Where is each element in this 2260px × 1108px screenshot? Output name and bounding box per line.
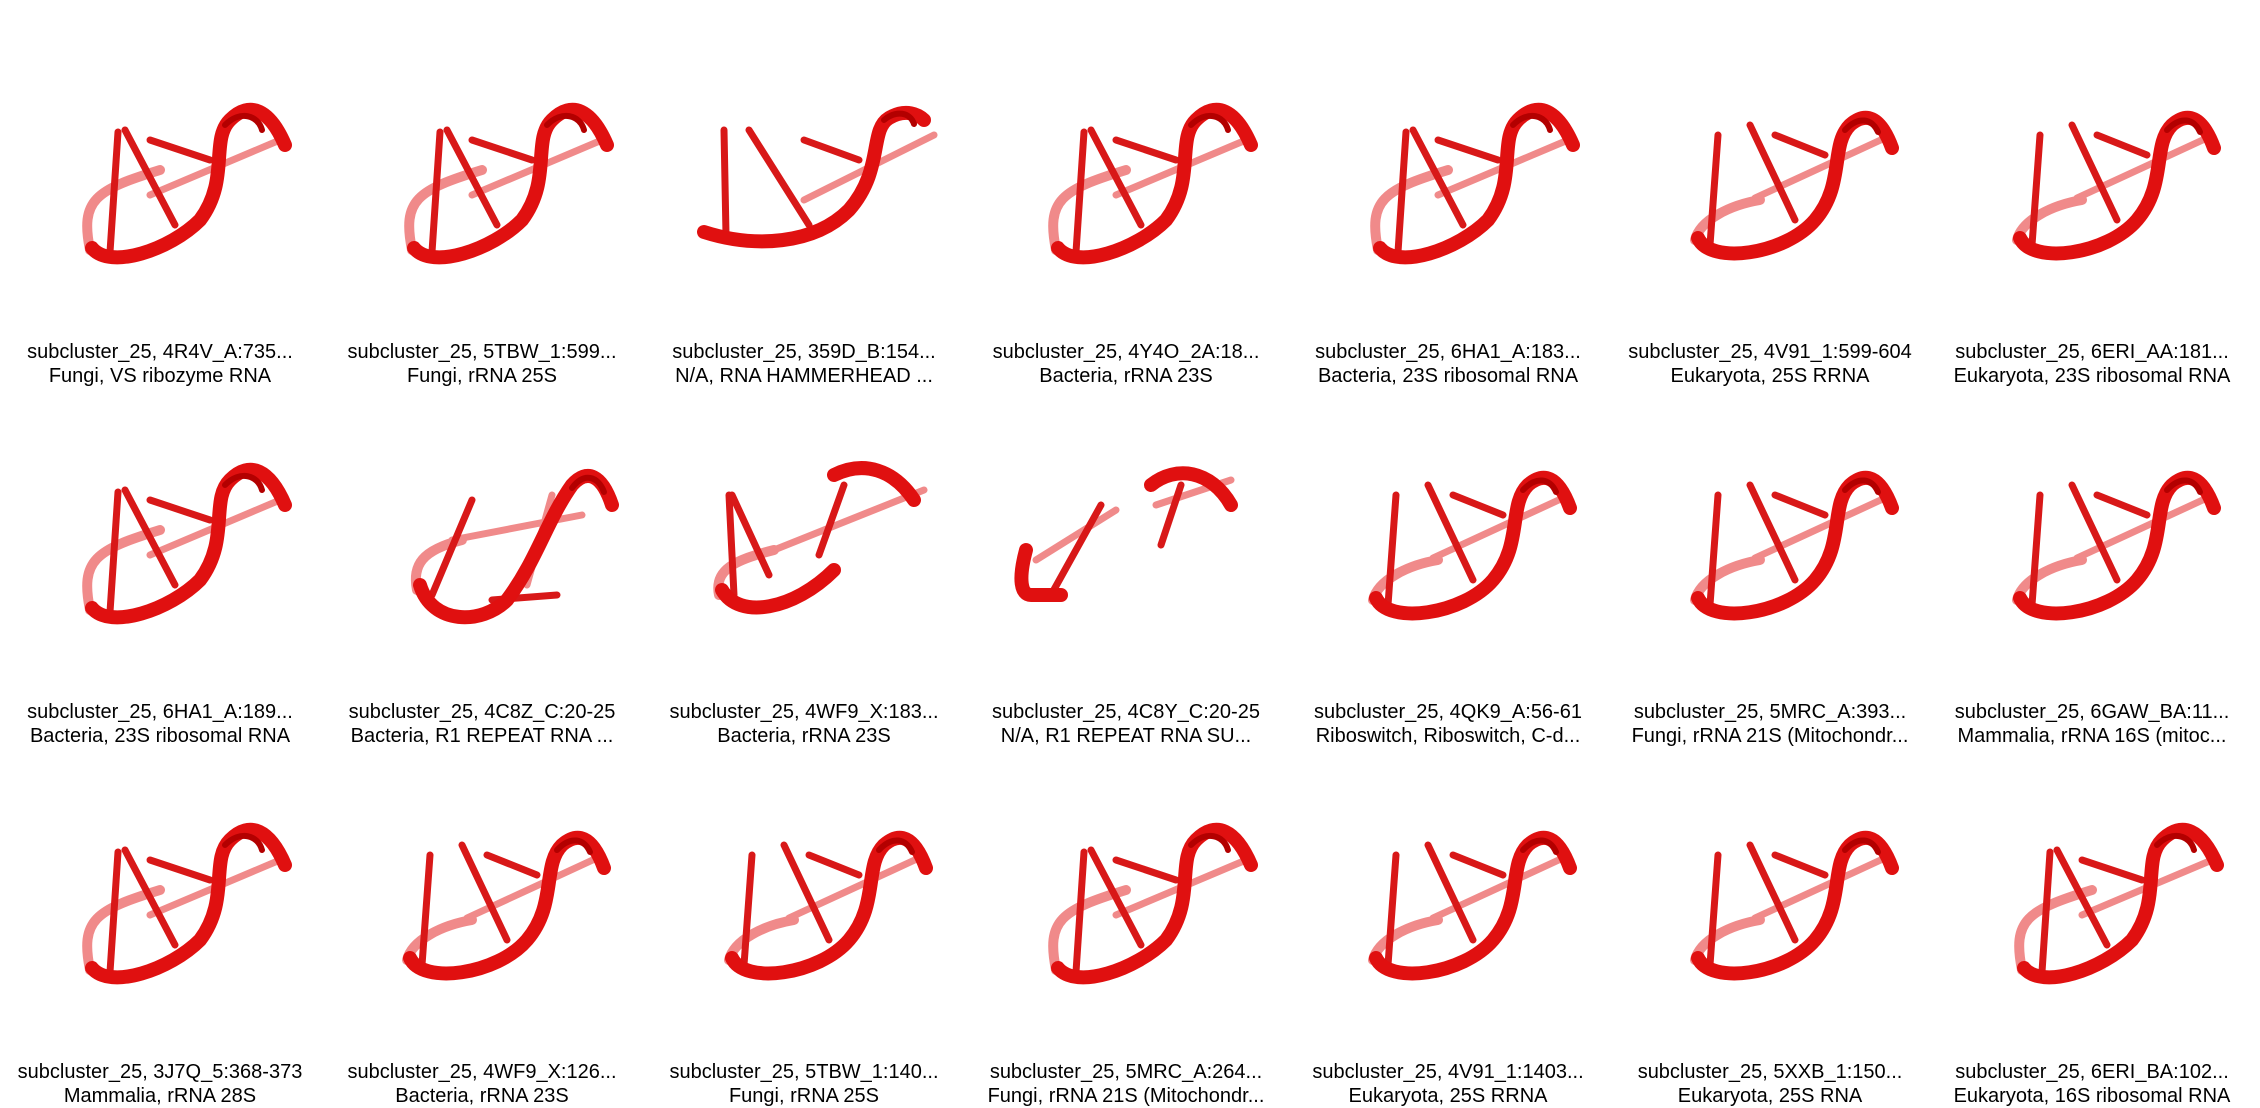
structure-title: subcluster_25, 6ERI_BA:102...: [1955, 1061, 2229, 1083]
structure-card: subcluster_25, 359D_B:154... N/A, RNA HAM…: [644, 20, 964, 387]
structure-title: subcluster_25, 3J7Q_5:368-373: [17, 1061, 303, 1083]
structure-card: subcluster_25, 6ERI_BA:102... Eukaryota, …: [1932, 740, 2252, 1107]
rna-helix-image: [1610, 380, 1930, 700]
structure-card: subcluster_25, 4V91_1:599-604 Eukaryota, …: [1610, 20, 1930, 387]
structure-card: subcluster_25, 4V91_1:1403... Eukaryota, …: [1288, 740, 1608, 1107]
structure-card: subcluster_25, 5XXB_1:150... Eukaryota, 2…: [1610, 740, 1930, 1107]
rna-helix-image: [1288, 380, 1608, 700]
rna-helix-image: [1932, 740, 2252, 1060]
structure-subtitle: Fungi, rRNA 25S: [406, 365, 558, 387]
structure-card: subcluster_25, 6HA1_A:183... Bacteria, 23…: [1288, 20, 1608, 387]
structure-subtitle: Eukaryota, 25S RNA: [1677, 1085, 1863, 1107]
structure-card: subcluster_25, 4C8Y_C:20-25 N/A, R1 REPEA…: [966, 380, 1286, 747]
rna-helix-image: [1610, 20, 1930, 340]
structure-subtitle: Eukaryota, 25S RRNA: [1348, 1085, 1548, 1107]
structure-title: subcluster_25, 4QK9_A:56-61: [1314, 701, 1582, 723]
structure-card: subcluster_25, 5TBW_1:599... Fungi, rRNA …: [322, 20, 642, 387]
rna-helix-image: [322, 380, 642, 700]
structure-title: subcluster_25, 5MRC_A:264...: [989, 1061, 1263, 1083]
rna-helix-image: [322, 20, 642, 340]
structure-subtitle: Fungi, rRNA 25S: [728, 1085, 880, 1107]
structure-subtitle: Fungi, VS ribozyme RNA: [48, 365, 272, 387]
structure-card: subcluster_25, 4QK9_A:56-61 Riboswitch, R…: [1288, 380, 1608, 747]
structure-subtitle: Riboswitch, Riboswitch, C-d...: [1315, 725, 1581, 747]
structure-title: subcluster_25, 6HA1_A:183...: [1315, 341, 1581, 363]
structure-card: subcluster_25, 4WF9_X:183... Bacteria, rR…: [644, 380, 964, 747]
structure-title: subcluster_25, 4WF9_X:183...: [669, 701, 939, 723]
rna-helix-image: [966, 20, 1286, 340]
rna-helix-image: [1288, 20, 1608, 340]
structure-subtitle: Fungi, rRNA 21S (Mitochondr...: [1631, 725, 1909, 747]
structure-card: subcluster_25, 5TBW_1:140... Fungi, rRNA …: [644, 740, 964, 1107]
structure-title: subcluster_25, 4WF9_X:126...: [347, 1061, 617, 1083]
structure-card: subcluster_25, 5MRC_A:264... Fungi, rRNA …: [966, 740, 1286, 1107]
structure-card: subcluster_25, 6ERI_AA:181... Eukaryota, …: [1932, 20, 2252, 387]
structure-title: subcluster_25, 6ERI_AA:181...: [1955, 341, 2229, 363]
structure-subtitle: Bacteria, R1 REPEAT RNA ...: [350, 725, 614, 747]
structure-title: subcluster_25, 5MRC_A:393...: [1633, 701, 1907, 723]
structure-subtitle: Bacteria, rRNA 23S: [1039, 365, 1213, 387]
structure-card: subcluster_25, 4C8Z_C:20-25 Bacteria, R1 …: [322, 380, 642, 747]
rna-helix-image: [0, 20, 320, 340]
rna-helix-image: [1610, 740, 1930, 1060]
structure-subtitle: Mammalia, rRNA 28S: [63, 1085, 257, 1107]
structure-card: subcluster_25, 4R4V_A:735... Fungi, VS ri…: [0, 20, 320, 387]
structure-card: subcluster_25, 4Y4O_2A:18... Bacteria, rR…: [966, 20, 1286, 387]
rna-helix-image: [644, 20, 964, 340]
rna-helix-image: [1288, 740, 1608, 1060]
structure-title: subcluster_25, 5TBW_1:599...: [347, 341, 617, 363]
structure-title: subcluster_25, 359D_B:154...: [672, 341, 936, 363]
structure-subtitle: Eukaryota, 25S RRNA: [1670, 365, 1870, 387]
structure-title: subcluster_25, 4C8Z_C:20-25: [348, 701, 616, 723]
structure-subtitle: Eukaryota, 23S ribosomal RNA: [1953, 365, 2231, 387]
structure-title: subcluster_25, 4R4V_A:735...: [27, 341, 293, 363]
structure-subtitle: Mammalia, rRNA 16S (mitoc...: [1957, 725, 2227, 747]
rna-helix-image: [1932, 20, 2252, 340]
structure-title: subcluster_25, 4V91_1:1403...: [1312, 1061, 1584, 1083]
structure-subtitle: Bacteria, rRNA 23S: [717, 725, 891, 747]
rna-helix-image: [966, 740, 1286, 1060]
rna-helix-image: [1932, 380, 2252, 700]
rna-helix-image: [322, 740, 642, 1060]
structure-card: subcluster_25, 3J7Q_5:368-373 Mammalia, r…: [0, 740, 320, 1107]
structure-title: subcluster_25, 4V91_1:599-604: [1628, 341, 1912, 363]
structure-subtitle: Fungi, rRNA 21S (Mitochondr...: [987, 1085, 1265, 1107]
structure-card: subcluster_25, 4WF9_X:126... Bacteria, rR…: [322, 740, 642, 1107]
structure-title: subcluster_25, 5XXB_1:150...: [1637, 1061, 1903, 1083]
structure-title: subcluster_25, 4C8Y_C:20-25: [992, 701, 1260, 723]
structure-card: subcluster_25, 6HA1_A:189... Bacteria, 23…: [0, 380, 320, 747]
structure-card: subcluster_25, 6GAW_BA:11... Mammalia, rR…: [1932, 380, 2252, 747]
rna-helix-image: [0, 740, 320, 1060]
rna-helix-image: [966, 380, 1286, 700]
rna-helix-image: [644, 380, 964, 700]
structure-subtitle: Eukaryota, 16S ribosomal RNA: [1953, 1085, 2231, 1107]
structure-subtitle: Bacteria, 23S ribosomal RNA: [1317, 365, 1579, 387]
rna-helix-image: [0, 380, 320, 700]
structure-title: subcluster_25, 5TBW_1:140...: [669, 1061, 939, 1083]
rna-helix-image: [644, 740, 964, 1060]
structure-subtitle: Bacteria, rRNA 23S: [395, 1085, 569, 1107]
structure-subtitle: N/A, RNA HAMMERHEAD ...: [675, 365, 933, 387]
structure-title: subcluster_25, 6GAW_BA:11...: [1954, 701, 2230, 723]
structure-title: subcluster_25, 4Y4O_2A:18...: [992, 341, 1260, 363]
structure-subtitle: N/A, R1 REPEAT RNA SU...: [1000, 725, 1252, 747]
structure-card: subcluster_25, 5MRC_A:393... Fungi, rRNA …: [1610, 380, 1930, 747]
structure-subtitle: Bacteria, 23S ribosomal RNA: [29, 725, 291, 747]
structure-title: subcluster_25, 6HA1_A:189...: [27, 701, 293, 723]
